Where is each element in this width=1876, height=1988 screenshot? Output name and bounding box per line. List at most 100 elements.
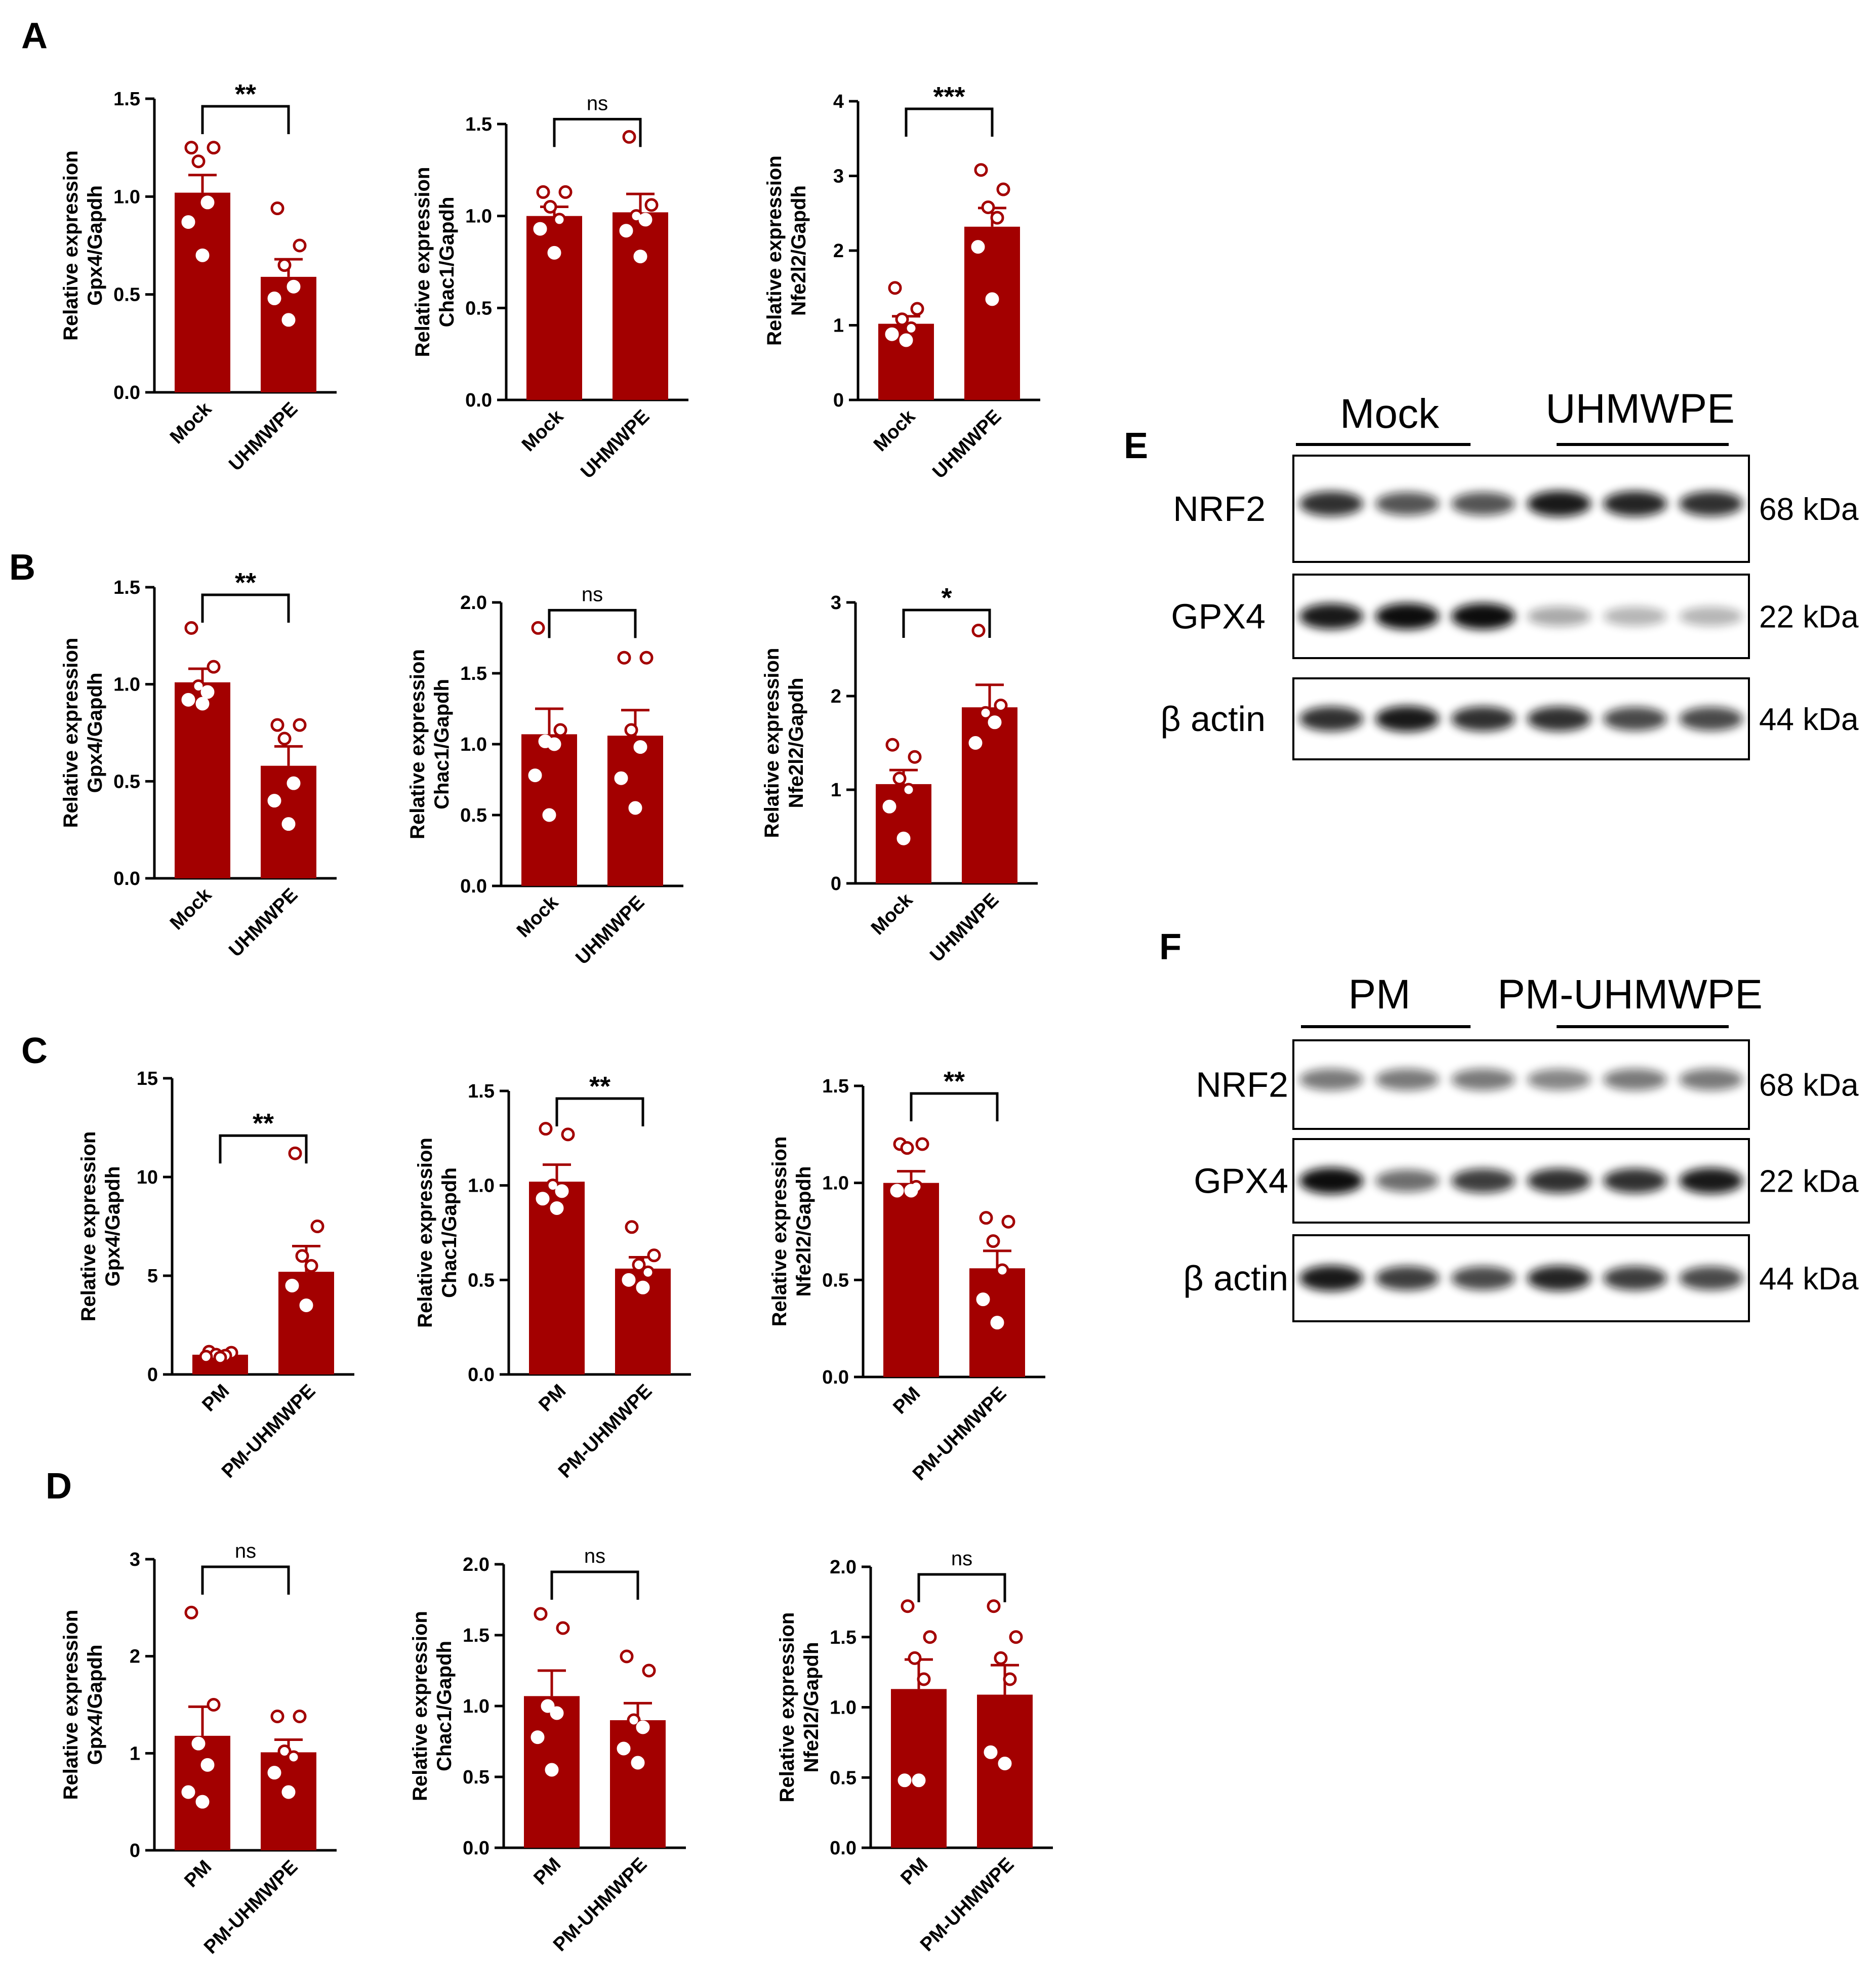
data-point: [199, 1350, 213, 1364]
data-point: [998, 1757, 1012, 1770]
y-axis-label-line: Relative expression: [60, 638, 82, 828]
blot-band: [1375, 1069, 1439, 1090]
y-tick-label: 0.5: [113, 771, 140, 792]
significance-label: ns: [584, 1545, 605, 1567]
y-tick-label: 1: [831, 780, 841, 801]
y-tick-label: 0.5: [113, 285, 140, 306]
data-point: [633, 740, 647, 754]
x-tick-label: UHMWPE: [577, 406, 654, 483]
y-tick-label: 1.5: [830, 1627, 857, 1648]
data-point: [910, 302, 924, 316]
data-point: [882, 799, 896, 814]
y-tick-label: 0.5: [830, 1767, 857, 1789]
data-point: [553, 723, 567, 737]
x-tick-label: Mock: [166, 884, 216, 934]
y-tick-label: 1.0: [113, 186, 140, 208]
data-point: [892, 772, 907, 786]
data-point: [968, 736, 983, 750]
data-point: [619, 224, 633, 238]
blot-band: [1299, 491, 1363, 516]
data-point: [631, 1756, 645, 1770]
x-tick-label: Mock: [513, 891, 563, 942]
x-tick-label: Mock: [870, 405, 920, 456]
data-point: [270, 201, 284, 216]
data-point: [890, 1184, 904, 1198]
data-point: [267, 291, 281, 305]
bar-uhmwpe: [964, 226, 1020, 400]
data-point: [299, 1299, 313, 1312]
y-axis-label-line: Gpx4/Gapdh: [84, 1645, 106, 1765]
data-point: [281, 817, 296, 831]
data-point: [632, 1257, 646, 1272]
data-point: [281, 1785, 296, 1799]
data-point: [984, 1745, 998, 1759]
y-axis-label-line: Chac1/Gapdh: [438, 1167, 461, 1298]
blot-band: [1451, 1266, 1515, 1290]
blot-band: [1375, 603, 1439, 630]
data-point: [1009, 1630, 1023, 1644]
data-point: [624, 723, 638, 737]
data-point: [994, 1651, 1008, 1665]
data-point: [990, 211, 1004, 225]
y-axis-label: Relative expression Chac1/Gapdh: [406, 649, 453, 839]
blot-kda-label: 44 kDa: [1759, 702, 1859, 737]
y-axis-label: Relative expression Nfe2l2/Gapdh: [763, 155, 810, 346]
significance-label: ns: [587, 92, 608, 114]
data-point: [200, 1758, 215, 1772]
data-point: [541, 1699, 555, 1713]
data-point: [534, 1607, 548, 1621]
blot-kda-label: 22 kDa: [1759, 600, 1859, 635]
blot-band: [1527, 1266, 1591, 1291]
x-tick-label: PM: [896, 1854, 932, 1889]
x-tick-label: Mock: [867, 889, 917, 939]
significance-label: ns: [582, 583, 603, 605]
significance-bracket: [201, 105, 290, 134]
blot-band: [1375, 1169, 1439, 1192]
data-point: [533, 222, 547, 236]
blot-row-label: NRF2: [1196, 1065, 1288, 1105]
data-point: [923, 1630, 937, 1644]
data-point: [912, 1773, 926, 1788]
blot-group-label: PM-UHMWPE: [1497, 971, 1763, 1018]
y-tick-label: 0.0: [463, 1838, 490, 1859]
data-point: [547, 737, 561, 751]
data-point: [1003, 1672, 1017, 1686]
data-point: [191, 154, 206, 169]
bar-pm: [891, 1689, 947, 1848]
y-axis-label: Relative expression Gpx4/Gapdh: [60, 1610, 106, 1800]
data-point: [267, 794, 281, 808]
chart-d2: 0.0 0.5 1.0 1.5 2.0 Relative expression Chac1/…: [409, 1545, 686, 1956]
y-tick-label: 1.0: [463, 1696, 490, 1717]
chart-b1: 0.0 0.5 1.0 1.5 Relative expression Gpx4/Gapd…: [60, 567, 337, 961]
data-point: [293, 238, 307, 253]
y-tick-label: 10: [137, 1167, 158, 1188]
data-point: [285, 1279, 299, 1292]
significance-label: ns: [235, 1540, 256, 1562]
data-point: [561, 1127, 575, 1142]
y-tick-label: 4: [833, 91, 844, 112]
data-point: [917, 1672, 931, 1686]
data-point: [277, 732, 292, 746]
data-point: [904, 321, 918, 335]
significance-label: **: [235, 79, 256, 109]
data-point: [295, 1249, 309, 1263]
data-point: [976, 1292, 990, 1307]
blot-frame: [1292, 1234, 1750, 1322]
y-axis-label: Relative expression Chac1/Gapdh: [414, 1138, 461, 1328]
data-point: [542, 808, 556, 822]
data-point: [195, 248, 210, 262]
blot-row-label: GPX4: [1194, 1161, 1288, 1201]
data-point: [539, 1122, 553, 1136]
y-axis-label: Relative expression Chac1/Gapdh: [412, 167, 458, 357]
data-point: [531, 1730, 545, 1744]
significance-label: ns: [951, 1548, 972, 1570]
data-point: [885, 738, 900, 752]
blot-band: [1527, 1069, 1591, 1090]
blot-row-label: β actin: [1160, 699, 1266, 739]
data-point: [536, 1192, 550, 1206]
blot-band: [1299, 603, 1363, 629]
data-point: [310, 1220, 324, 1233]
significance-label: ***: [933, 82, 965, 112]
